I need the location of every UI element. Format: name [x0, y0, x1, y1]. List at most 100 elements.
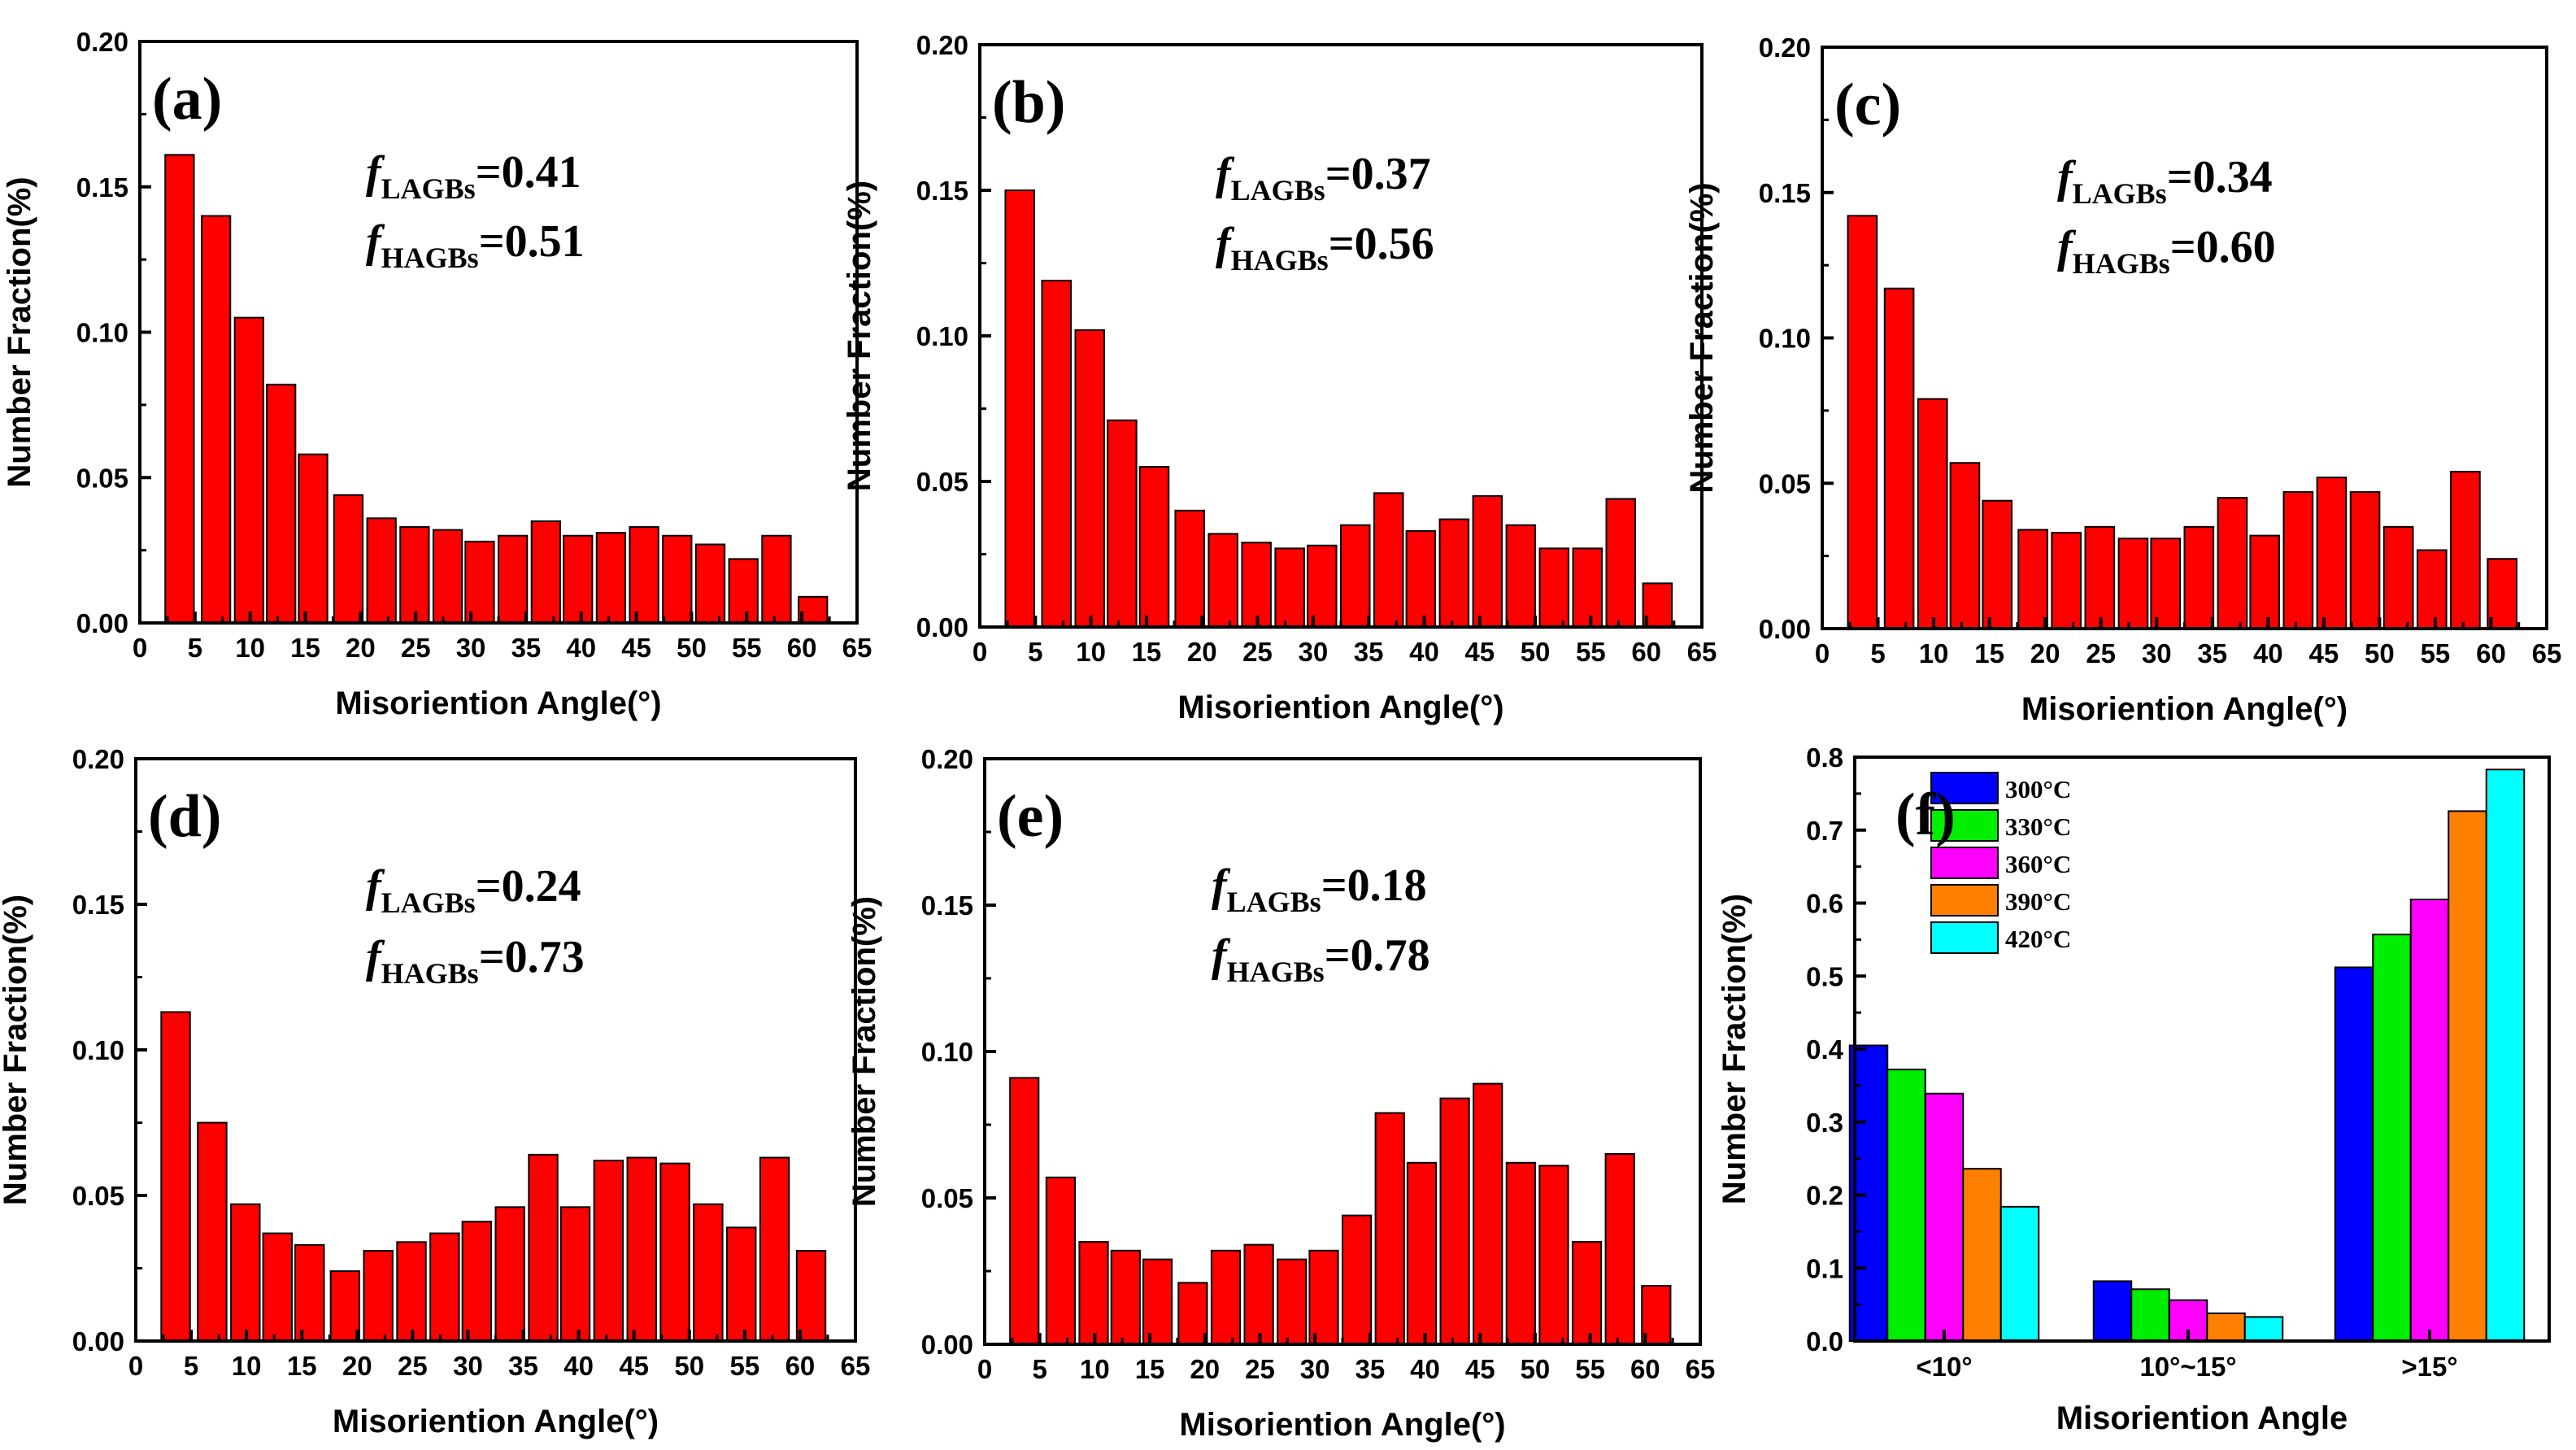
hagb-fraction-label: fHAGBs=0.51 [366, 216, 585, 274]
x-tick-label: 60 [787, 633, 817, 663]
histogram-bar [528, 1153, 559, 1342]
x-axis-title: Misoriention Angle(°) [2021, 691, 2348, 727]
x-tick-label: 15 [287, 1351, 317, 1381]
plot-frame [134, 757, 857, 1343]
y-tick-label: 0.6 [1806, 889, 1843, 919]
x-tick-label: 5 [184, 1351, 198, 1381]
x-axis-title: Misoriention Angle(°) [333, 1404, 659, 1439]
x-tick-label: 55 [2421, 638, 2451, 668]
plot-frame [983, 757, 1702, 1346]
histogram-bar [2117, 538, 2149, 629]
y-tick-label: 0.00 [921, 1330, 973, 1360]
y-tick-label: 0.4 [1806, 1034, 1844, 1065]
x-tick-label: 35 [508, 1351, 538, 1381]
y-tick-label: 0.1 [1806, 1253, 1843, 1283]
y-axis-title: Number Fraction(%) [0, 895, 33, 1205]
y-tick-label: 0.00 [1759, 614, 1811, 644]
histogram-bar [363, 1250, 394, 1343]
histogram-bar [1571, 1241, 1603, 1345]
y-tick-label: 0.00 [916, 612, 968, 642]
panel-f: <10° 10°~15° >15° 0.0 0.1 0.2 0.3 0.4 0.5 0.6 0.7 0… [1717, 742, 2551, 1436]
x-axis-title: Misoriention Angle [2056, 1400, 2348, 1436]
x-tick-label: 60 [785, 1351, 816, 1381]
y-tick-label: 0.20 [76, 27, 128, 57]
legend-label: 300°C [2005, 775, 2071, 803]
y-tick-label: 0.15 [76, 172, 128, 202]
x-tick-label: 25 [2086, 638, 2116, 668]
histogram-bar [559, 1206, 591, 1342]
x-tick-label: 20 [342, 1351, 372, 1381]
histogram-bar [1505, 524, 1537, 629]
panel-c: 0 5 10 15 20 25 30 35 40 45 50 55 60 65 0.00 0.05 0.10 0.… [1684, 33, 2561, 727]
x-tick-label: 35 [511, 633, 542, 663]
histogram-bar [1472, 494, 1503, 629]
grouped-bar [2334, 966, 2374, 1342]
legend-swatch [1930, 772, 1999, 804]
x-tick-label: 65 [842, 633, 872, 663]
y-tick-label: 0.5 [1806, 961, 1843, 991]
histogram-bar [366, 517, 397, 624]
histogram-bar [333, 494, 364, 625]
x-tick-label: 55 [729, 1351, 759, 1381]
grouped-bar [1962, 1168, 2002, 1342]
histogram-bar [233, 316, 264, 624]
x-tick-label: 25 [1245, 1354, 1275, 1384]
y-axis-title: Number Fraction(%) [842, 181, 877, 491]
histogram-bar [530, 520, 561, 624]
histogram-bar [2316, 477, 2348, 629]
x-tick-label: 20 [1190, 1354, 1220, 1384]
x-tick-label: 15 [1132, 637, 1162, 667]
y-tick-label: 0.8 [1806, 742, 1843, 773]
histogram-bar [164, 154, 195, 625]
grouped-bar [2409, 899, 2450, 1342]
histogram-bar [1274, 547, 1305, 629]
lagb-fraction-label: fLAGBs=0.18 [1212, 860, 1427, 918]
histogram-bar [2150, 538, 2182, 629]
x-tick-label: 10 [1076, 637, 1106, 667]
x-tick-label: 45 [619, 1351, 649, 1381]
x-tick-label: 55 [732, 633, 762, 663]
grouped-bar [1886, 1069, 1926, 1342]
hagb-fraction-label: fHAGBs=0.60 [2057, 222, 2276, 280]
x-tick-label: 0 [128, 1351, 143, 1381]
x-category-label: 10°~15° [2139, 1352, 2236, 1382]
panel-e: 0 5 10 15 20 25 30 35 40 45 50 55 60 65 0.00 0.05 0.10 0.… [846, 744, 1715, 1443]
legend-swatch [1930, 884, 1999, 917]
histogram-bar [1605, 498, 1637, 628]
histogram-bar [795, 1250, 827, 1343]
histogram-bar [266, 383, 297, 624]
y-tick-label: 0.10 [921, 1037, 973, 1067]
histogram-bar [1538, 547, 1570, 629]
y-tick-label: 0.10 [76, 318, 128, 348]
hagb-fraction-label: fHAGBs=0.56 [1216, 219, 1434, 277]
histogram-bar [399, 526, 430, 625]
x-tick-label: 30 [453, 1351, 483, 1381]
legend-swatch [1930, 847, 1999, 879]
y-tick-label: 0.7 [1806, 816, 1843, 846]
y-tick-label: 0.15 [916, 176, 968, 206]
x-tick-label: 0 [133, 633, 147, 663]
grouped-bar [2448, 810, 2487, 1342]
x-tick-label: 35 [1355, 1354, 1385, 1384]
x-tick-label: 40 [566, 633, 596, 663]
histogram-bar [1406, 1161, 1438, 1346]
histogram-bar [432, 529, 463, 624]
histogram-bar [1174, 509, 1205, 628]
y-tick-label: 0.15 [72, 890, 124, 920]
histogram-bar [1107, 419, 1138, 628]
panel-d: 0 5 10 15 20 25 30 35 40 45 50 55 60 65 0.00 0.05 0.10 0.… [0, 744, 870, 1439]
histogram-bar [1308, 1249, 1339, 1346]
histogram-bar [396, 1241, 427, 1343]
panel-label: (a) [152, 66, 222, 133]
legend-swatch [1930, 921, 1999, 954]
histogram-bar [160, 1011, 191, 1342]
histogram-bar [2051, 532, 2082, 630]
x-tick-label: 30 [456, 633, 486, 663]
legend: 300°C 330°C 360°C 390°C 420°C [1930, 772, 2071, 954]
histogram-bar [1307, 544, 1338, 629]
grouped-bar [1999, 1205, 2040, 1342]
histogram-bar [1041, 279, 1073, 628]
grouped-bar [1924, 1092, 1965, 1343]
x-tick-label: 10 [232, 1351, 262, 1381]
